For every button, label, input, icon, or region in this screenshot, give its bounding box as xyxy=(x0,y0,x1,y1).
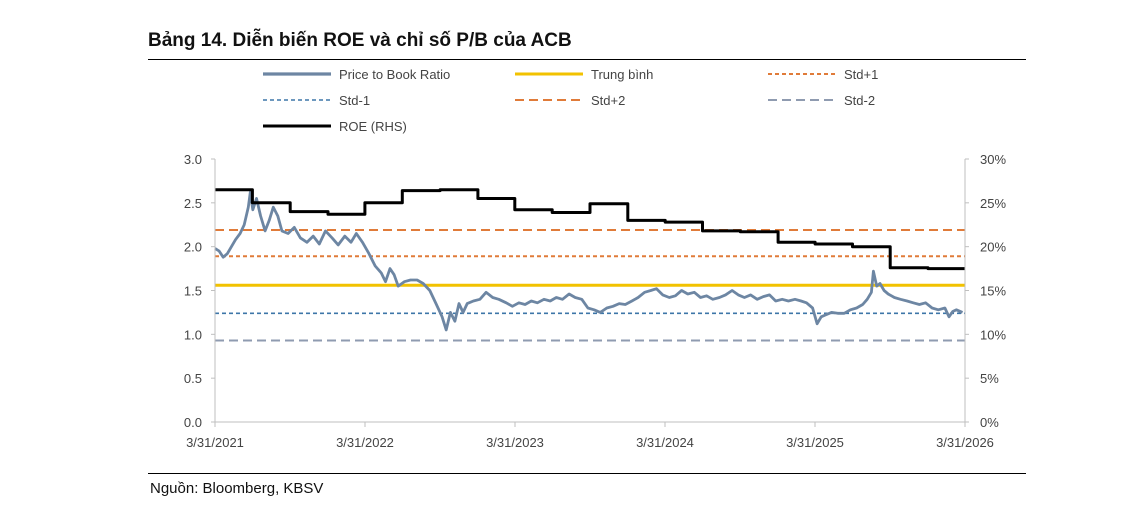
legend-label-roe: ROE (RHS) xyxy=(339,119,407,134)
legend-label-mean: Trung bình xyxy=(591,67,653,82)
y-tick-label-right: 5% xyxy=(980,371,999,386)
y-tick-label-right: 30% xyxy=(980,152,1006,167)
x-tick-label: 3/31/2024 xyxy=(636,435,694,450)
y-tick-label-left: 2.0 xyxy=(184,240,202,255)
legend-label-std_p1: Std+1 xyxy=(844,67,878,82)
x-tick-label: 3/31/2025 xyxy=(786,435,844,450)
source-divider xyxy=(148,473,1026,474)
y-tick-label-left: 3.0 xyxy=(184,152,202,167)
legend-label-std_m2: Std-2 xyxy=(844,93,875,108)
x-tick-label: 3/31/2026 xyxy=(936,435,994,450)
title-underline xyxy=(148,59,1026,60)
y-tick-label-left: 0.0 xyxy=(184,415,202,430)
chart-legend: Price to Book Ratio Trung bình Std+1 Std-1 S… xyxy=(263,67,878,134)
y-tick-label-right: 25% xyxy=(980,196,1006,211)
y-tick-label-right: 15% xyxy=(980,284,1006,299)
y-tick-label-right: 10% xyxy=(980,327,1006,342)
y-tick-label-right: 20% xyxy=(980,240,1006,255)
source-note: Nguồn: Bloomberg, KBSV xyxy=(150,480,324,497)
y-tick-label-left: 0.5 xyxy=(184,371,202,386)
y-tick-label-left: 1.5 xyxy=(184,284,202,299)
x-tick-label: 3/31/2021 xyxy=(186,435,244,450)
chart-title: Bảng 14. Diễn biến ROE và chỉ số P/B của… xyxy=(148,30,572,51)
y-tick-label-left: 2.5 xyxy=(184,196,202,211)
legend-label-std_p2: Std+2 xyxy=(591,93,625,108)
axes: 0.0 0.5 1.0 1.5 2.0 2.5 3.0 0% 5% 10% 15% 20% 25% 30%… xyxy=(184,152,1007,450)
y-tick-label-right: 0% xyxy=(980,415,999,430)
x-tick-label: 3/31/2022 xyxy=(336,435,394,450)
legend-label-pb: Price to Book Ratio xyxy=(339,67,450,82)
series-layer xyxy=(214,188,965,332)
x-tick-label: 3/31/2023 xyxy=(486,435,544,450)
series-pb-line xyxy=(214,190,964,332)
series-roe-line xyxy=(215,188,965,271)
y-tick-label-left: 1.0 xyxy=(184,327,202,342)
legend-label-std_m1: Std-1 xyxy=(339,93,370,108)
